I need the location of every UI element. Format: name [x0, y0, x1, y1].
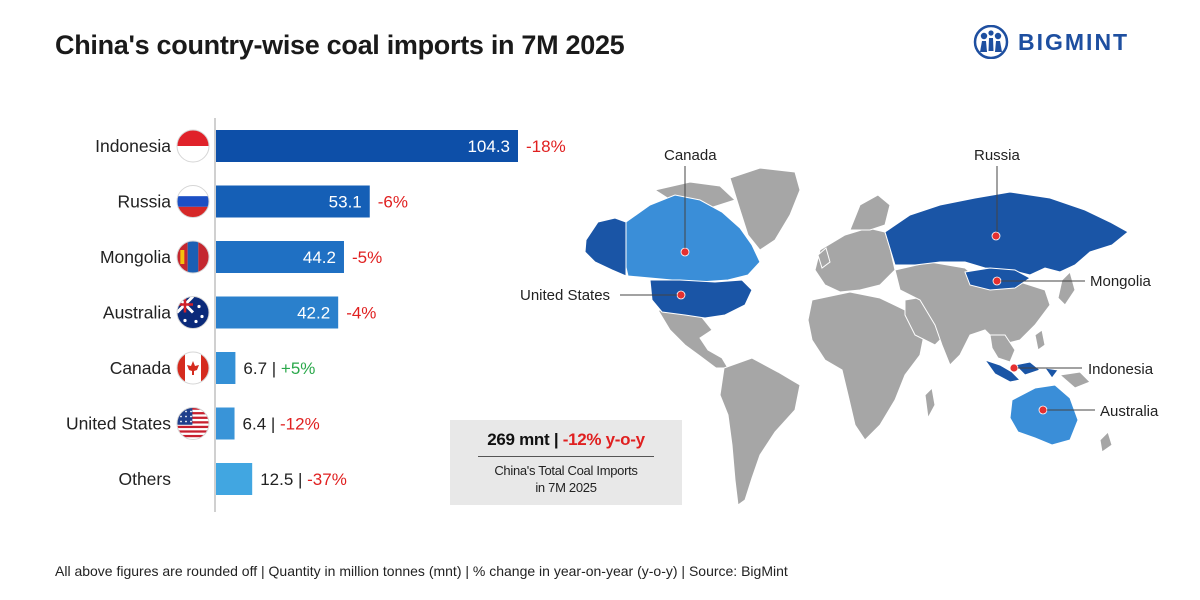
bar-value-label: 53.1 [329, 193, 362, 212]
australia-flag-icon [176, 296, 210, 329]
bar-value-label: 44.2 [303, 248, 336, 267]
category-label: United States [66, 414, 171, 434]
yoy-change-label: -6% [378, 193, 408, 212]
category-label: Canada [110, 358, 172, 378]
map-region-russia [884, 191, 1129, 276]
total-separator: | [553, 430, 559, 449]
category-label: Russia [118, 192, 172, 212]
bar-value-label: 42.2 [297, 304, 330, 323]
map-label-australia: Australia [1100, 403, 1159, 420]
map-label-canada: Canada [664, 147, 717, 164]
canada-flag-icon [176, 351, 210, 385]
map-landmass-other [653, 167, 1113, 506]
indonesia-marker [1009, 363, 1019, 373]
total-summary-box: 269 mnt | -12% y-o-y China's Total Coal … [450, 420, 682, 505]
bar-value-label: 6.7 | +5% [243, 359, 315, 378]
bar-value-label: 104.3 [467, 137, 510, 156]
australia-marker [1038, 405, 1048, 415]
map-label-united-states: United States [520, 287, 610, 304]
map-region-canada [621, 194, 761, 283]
bar-value-label: 12.5 | -37% [260, 470, 347, 489]
bar-chart: Indonesia 104.3 -18% Russia 53.1 -6% Mongolia 4… [66, 118, 566, 512]
map-region-alaska [584, 217, 627, 277]
category-label: Mongolia [100, 247, 171, 267]
map-highlight-light [621, 194, 1079, 446]
total-caption-line2: in 7M 2025 [535, 480, 597, 495]
total-change: -12% y-o-y [562, 430, 645, 449]
category-label: Others [118, 469, 171, 489]
indonesia-flag-icon [176, 129, 210, 163]
world-map: Canada Russia United States Mongolia Ind… [520, 147, 1159, 506]
chart-title: China's country-wise coal imports in 7M … [55, 30, 625, 60]
map-region-indonesia [983, 359, 1059, 383]
yoy-change-label: +5% [281, 359, 316, 378]
bigmint-logo-icon [973, 25, 1009, 59]
footer-note: All above figures are rounded off | Quan… [55, 563, 788, 579]
total-caption: China's Total Coal Imports in 7M 2025 [450, 462, 682, 496]
yoy-change-label: -12% [280, 415, 320, 434]
map-labels: Canada Russia United States Mongolia Ind… [520, 147, 1159, 420]
russia-flag-icon [176, 185, 210, 218]
map-region-australia [1009, 384, 1079, 446]
yoy-change-label: -5% [352, 248, 382, 267]
brand-name: BIGMINT [1018, 28, 1130, 55]
us-flag-icon [176, 407, 210, 440]
bar [216, 185, 370, 218]
map-label-russia: Russia [974, 147, 1021, 164]
mongolia-flag-icon [176, 240, 210, 274]
map-label-indonesia: Indonesia [1088, 361, 1154, 378]
map-callout-lines [620, 166, 1095, 411]
map-highlight-dark [584, 191, 1129, 383]
bar [216, 463, 253, 495]
mongolia-marker [992, 276, 1002, 286]
total-value: 269 mnt [487, 430, 550, 449]
bar [216, 352, 236, 384]
yoy-change-label: -37% [307, 470, 347, 489]
map-label-mongolia: Mongolia [1090, 273, 1152, 290]
yoy-change-label: -18% [526, 137, 566, 156]
total-divider [478, 456, 654, 457]
yoy-change-label: -4% [346, 304, 376, 323]
bar [216, 407, 235, 440]
bar [216, 130, 518, 162]
bar-value-label: 6.4 | -12% [243, 415, 320, 434]
us-marker [676, 290, 686, 300]
bar [216, 296, 339, 329]
map-region-united-states [649, 279, 753, 319]
category-label: Indonesia [95, 136, 171, 156]
canada-marker [680, 247, 690, 257]
total-summary-headline: 269 mnt | -12% y-o-y [450, 430, 682, 450]
brand-logo: BIGMINT [972, 25, 1129, 59]
total-caption-line1: China's Total Coal Imports [494, 463, 638, 478]
bar [216, 241, 344, 273]
russia-marker [991, 231, 1001, 241]
category-label: Australia [103, 303, 171, 323]
